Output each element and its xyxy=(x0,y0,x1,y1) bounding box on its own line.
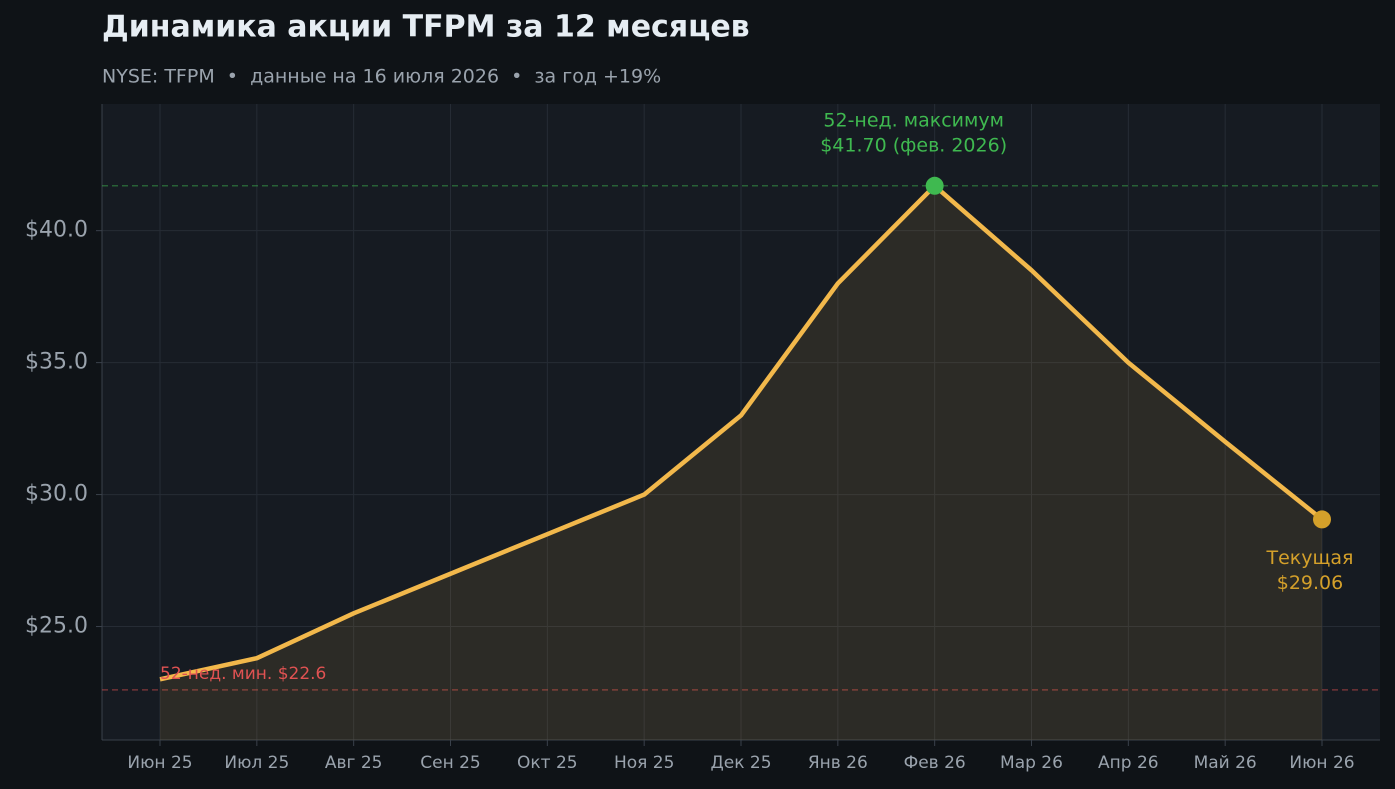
max-annotation: 52-нед. максимум xyxy=(823,109,1004,131)
x-tick-label: Июл 25 xyxy=(224,753,289,773)
chart-subtitle: NYSE: TFPM • данные на 16 июля 2026 • за… xyxy=(102,66,661,88)
x-tick-label: Июн 26 xyxy=(1289,753,1354,773)
x-tick-label: Ноя 25 xyxy=(614,753,674,773)
x-tick-label: Июн 25 xyxy=(127,753,192,773)
current-annotation: Текущая xyxy=(1266,547,1354,569)
x-tick-label: Апр 26 xyxy=(1098,753,1159,773)
x-tick-label: Мар 26 xyxy=(1000,753,1063,773)
current-point xyxy=(1313,510,1331,529)
x-tick-label: Авг 25 xyxy=(325,753,383,773)
x-tick-label: Сен 25 xyxy=(420,753,480,773)
line xyxy=(159,183,1324,682)
x-tick-label: Янв 26 xyxy=(808,753,868,773)
y-tick-label: $35.0 xyxy=(25,350,88,375)
y-tick-label: $25.0 xyxy=(25,614,88,639)
area xyxy=(160,185,1322,740)
chart-title: Динамика акции TFPM за 12 месяцев xyxy=(102,10,750,45)
y-tick-label: $40.0 xyxy=(25,218,88,243)
x-tick-label: Окт 25 xyxy=(517,753,578,773)
current-annotation: $29.06 xyxy=(1277,572,1343,594)
max-point xyxy=(925,176,944,195)
x-tick-label: Фев 26 xyxy=(904,753,966,773)
x-tick-label: Май 26 xyxy=(1194,753,1257,773)
x-tick-label: Дек 25 xyxy=(710,753,771,773)
min-annotation: 52-нед. мин. $22.6 xyxy=(160,664,326,684)
max-annotation: $41.70 (фев. 2026) xyxy=(820,134,1007,156)
y-tick-label: $30.0 xyxy=(25,482,88,507)
